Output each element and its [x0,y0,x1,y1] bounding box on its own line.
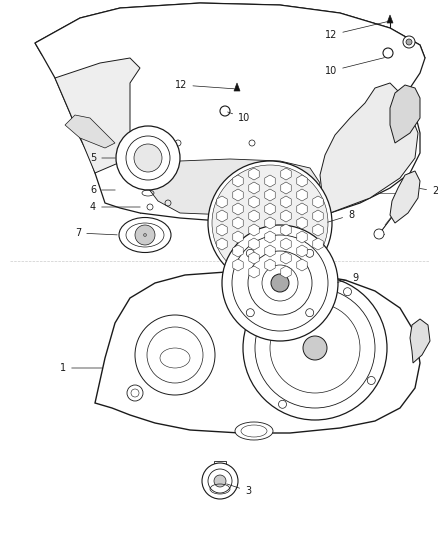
Polygon shape [216,196,227,208]
Polygon shape [312,224,322,236]
Circle shape [116,126,180,190]
Polygon shape [386,15,392,23]
Polygon shape [296,259,307,271]
Polygon shape [248,196,258,208]
Circle shape [270,274,288,292]
Polygon shape [248,266,258,278]
Text: 9: 9 [337,273,357,283]
Bar [143,203,157,211]
Polygon shape [280,182,290,194]
Polygon shape [216,238,227,250]
Polygon shape [232,245,243,257]
Polygon shape [280,238,290,250]
Polygon shape [312,196,322,208]
Polygon shape [296,217,307,229]
Bar [140,199,144,203]
Circle shape [201,463,237,499]
Polygon shape [264,175,275,187]
Polygon shape [35,3,424,58]
Polygon shape [280,196,290,208]
Circle shape [135,225,155,245]
Polygon shape [248,252,258,264]
Polygon shape [248,210,258,222]
Text: 2: 2 [419,186,437,196]
Text: 4: 4 [90,202,140,212]
Circle shape [212,165,327,281]
Polygon shape [264,203,275,215]
Polygon shape [248,238,258,250]
Ellipse shape [119,217,171,253]
Circle shape [222,225,337,341]
Text: 3: 3 [226,484,251,496]
Polygon shape [216,210,227,222]
Polygon shape [296,203,307,215]
Circle shape [208,161,331,285]
Bar [128,199,132,203]
Polygon shape [232,231,243,243]
Polygon shape [296,231,307,243]
Polygon shape [280,266,290,278]
Polygon shape [233,83,240,91]
Polygon shape [232,259,243,271]
Polygon shape [232,175,243,187]
Circle shape [382,48,392,58]
Polygon shape [389,85,419,143]
Text: 12: 12 [324,22,386,40]
Polygon shape [216,224,227,236]
Text: 1: 1 [60,363,102,373]
Polygon shape [280,168,290,180]
Polygon shape [264,217,275,229]
Polygon shape [232,217,243,229]
Polygon shape [280,224,290,236]
Bar [213,461,226,469]
Polygon shape [296,189,307,201]
Polygon shape [280,252,290,264]
Circle shape [147,204,153,210]
Bar [134,199,138,203]
Text: 7: 7 [75,228,117,238]
Polygon shape [248,168,258,180]
Polygon shape [264,231,275,243]
Polygon shape [55,58,140,173]
Polygon shape [264,245,275,257]
Text: 6: 6 [90,185,115,195]
Circle shape [213,475,226,487]
Bar [118,185,148,195]
Circle shape [402,36,414,48]
Polygon shape [232,189,243,201]
Polygon shape [95,271,419,433]
Polygon shape [280,210,290,222]
Text: 10: 10 [227,112,250,123]
Circle shape [219,106,230,116]
Circle shape [134,144,162,172]
Polygon shape [389,171,419,223]
Circle shape [143,233,146,237]
Polygon shape [312,210,322,222]
Polygon shape [296,245,307,257]
Polygon shape [319,83,417,213]
Polygon shape [296,175,307,187]
Polygon shape [65,115,115,148]
Polygon shape [264,259,275,271]
Circle shape [373,229,383,239]
Polygon shape [232,203,243,215]
Bar [140,153,155,163]
Ellipse shape [234,422,272,440]
Circle shape [405,39,411,45]
Text: 5: 5 [90,153,115,163]
Polygon shape [409,319,429,363]
Polygon shape [264,189,275,201]
Text: 12: 12 [175,80,234,90]
Circle shape [135,315,215,395]
Polygon shape [248,224,258,236]
Polygon shape [35,3,424,221]
Text: 8: 8 [327,210,353,222]
Text: 10: 10 [324,58,383,76]
Circle shape [243,276,386,420]
Polygon shape [148,159,319,215]
Polygon shape [248,182,258,194]
Polygon shape [312,238,322,250]
Circle shape [302,336,326,360]
Bar [122,199,126,203]
